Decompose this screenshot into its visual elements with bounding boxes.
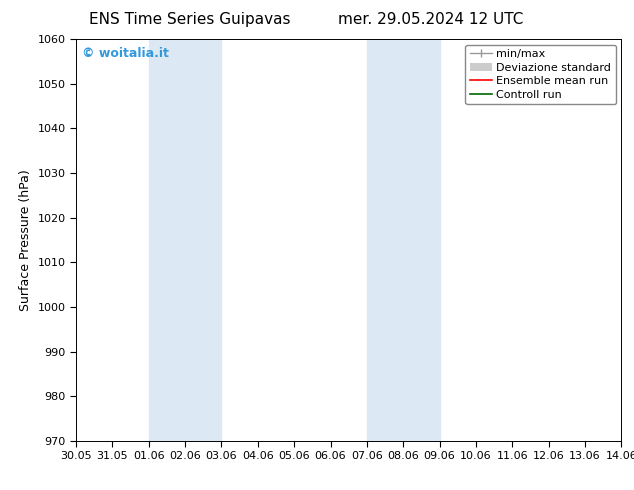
- Text: ENS Time Series Guipavas: ENS Time Series Guipavas: [89, 12, 291, 27]
- Bar: [367, 39, 439, 441]
- Legend: min/max, Deviazione standard, Ensemble mean run, Controll run: min/max, Deviazione standard, Ensemble m…: [465, 45, 616, 104]
- Text: © woitalia.it: © woitalia.it: [82, 47, 169, 60]
- Bar: [149, 39, 221, 441]
- Y-axis label: Surface Pressure (hPa): Surface Pressure (hPa): [19, 169, 32, 311]
- Text: mer. 29.05.2024 12 UTC: mer. 29.05.2024 12 UTC: [339, 12, 524, 27]
